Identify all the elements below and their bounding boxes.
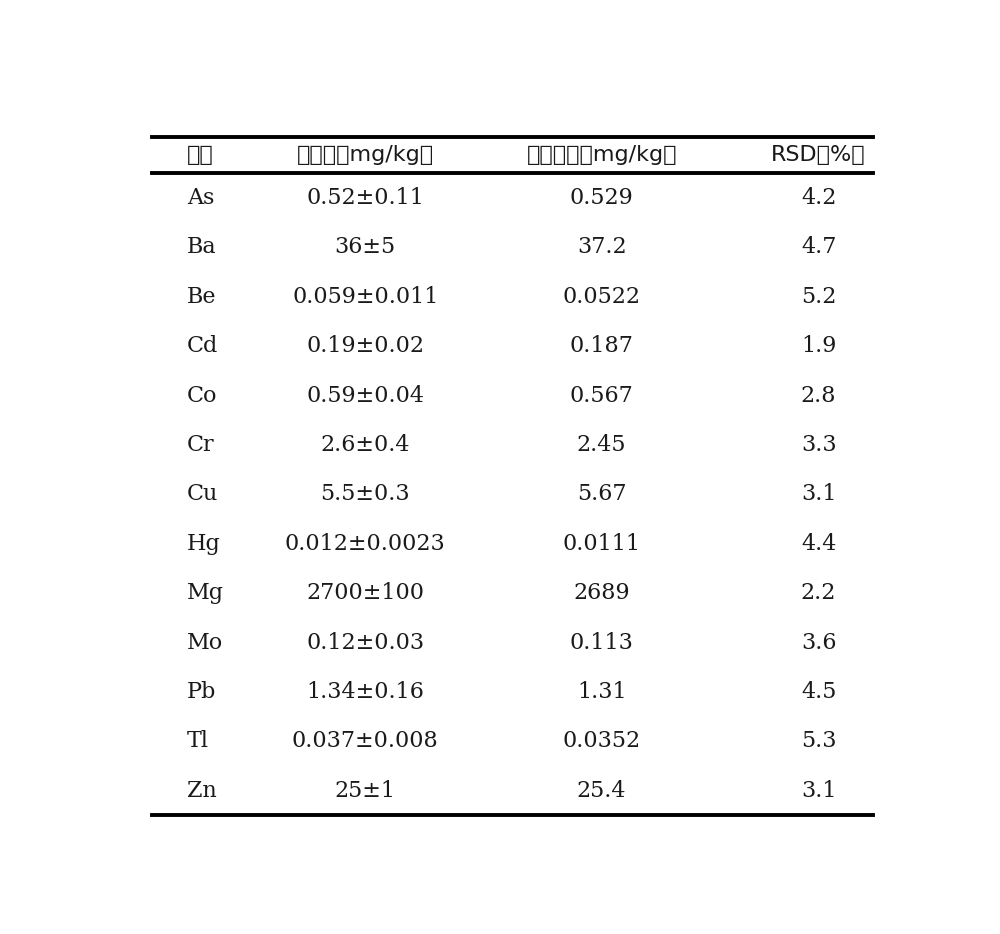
Text: 5.5±0.3: 5.5±0.3 bbox=[320, 483, 410, 505]
Text: Zn: Zn bbox=[187, 780, 217, 801]
Text: 5.67: 5.67 bbox=[577, 483, 626, 505]
Text: 3.3: 3.3 bbox=[801, 434, 836, 456]
Text: Ba: Ba bbox=[187, 236, 217, 259]
Text: Tl: Tl bbox=[187, 730, 209, 752]
Text: Co: Co bbox=[187, 385, 218, 406]
Text: Hg: Hg bbox=[187, 532, 221, 555]
Text: 0.0352: 0.0352 bbox=[563, 730, 641, 752]
Text: 3.6: 3.6 bbox=[801, 631, 836, 654]
Text: Mg: Mg bbox=[187, 582, 224, 604]
Text: Mo: Mo bbox=[187, 631, 223, 654]
Text: 2.2: 2.2 bbox=[801, 582, 836, 604]
Text: 0.567: 0.567 bbox=[570, 385, 634, 406]
Text: 4.5: 4.5 bbox=[801, 681, 836, 703]
Text: 36±5: 36±5 bbox=[335, 236, 396, 259]
Text: 1.31: 1.31 bbox=[577, 681, 626, 703]
Text: 37.2: 37.2 bbox=[577, 236, 626, 259]
Text: 0.59±0.04: 0.59±0.04 bbox=[306, 385, 424, 406]
Text: 0.19±0.02: 0.19±0.02 bbox=[306, 335, 424, 357]
Text: 4.2: 4.2 bbox=[801, 187, 836, 209]
Text: 2700±100: 2700±100 bbox=[306, 582, 424, 604]
Text: 0.187: 0.187 bbox=[570, 335, 634, 357]
Text: 5.2: 5.2 bbox=[801, 286, 836, 307]
Text: Cr: Cr bbox=[187, 434, 215, 456]
Text: 标准值（mg/kg）: 标准值（mg/kg） bbox=[297, 145, 434, 165]
Text: Pb: Pb bbox=[187, 681, 216, 703]
Text: Be: Be bbox=[187, 286, 216, 307]
Text: As: As bbox=[187, 187, 214, 209]
Text: 0.113: 0.113 bbox=[570, 631, 634, 654]
Text: RSD（%）: RSD（%） bbox=[771, 145, 866, 165]
Text: 0.52±0.11: 0.52±0.11 bbox=[306, 187, 424, 209]
Text: 0.059±0.011: 0.059±0.011 bbox=[292, 286, 438, 307]
Text: 0.529: 0.529 bbox=[570, 187, 634, 209]
Text: 4.4: 4.4 bbox=[801, 532, 836, 555]
Text: Cd: Cd bbox=[187, 335, 218, 357]
Text: 0.0111: 0.0111 bbox=[563, 532, 641, 555]
Text: 2689: 2689 bbox=[573, 582, 630, 604]
Text: 0.037±0.008: 0.037±0.008 bbox=[292, 730, 439, 752]
Text: 0.012±0.0023: 0.012±0.0023 bbox=[285, 532, 446, 555]
Text: 2.6±0.4: 2.6±0.4 bbox=[320, 434, 410, 456]
Text: 1.9: 1.9 bbox=[801, 335, 836, 357]
Text: 测定均值（mg/kg）: 测定均值（mg/kg） bbox=[526, 145, 677, 165]
Text: 2.8: 2.8 bbox=[801, 385, 836, 406]
Text: 25±1: 25±1 bbox=[335, 780, 396, 801]
Text: 2.45: 2.45 bbox=[577, 434, 626, 456]
Text: 3.1: 3.1 bbox=[801, 483, 836, 505]
Text: 4.7: 4.7 bbox=[801, 236, 836, 259]
Text: 0.0522: 0.0522 bbox=[563, 286, 641, 307]
Text: 0.12±0.03: 0.12±0.03 bbox=[306, 631, 424, 654]
Text: Cu: Cu bbox=[187, 483, 218, 505]
Text: 元素: 元素 bbox=[187, 145, 214, 165]
Text: 1.34±0.16: 1.34±0.16 bbox=[306, 681, 424, 703]
Text: 5.3: 5.3 bbox=[801, 730, 836, 752]
Text: 25.4: 25.4 bbox=[577, 780, 626, 801]
Text: 3.1: 3.1 bbox=[801, 780, 836, 801]
